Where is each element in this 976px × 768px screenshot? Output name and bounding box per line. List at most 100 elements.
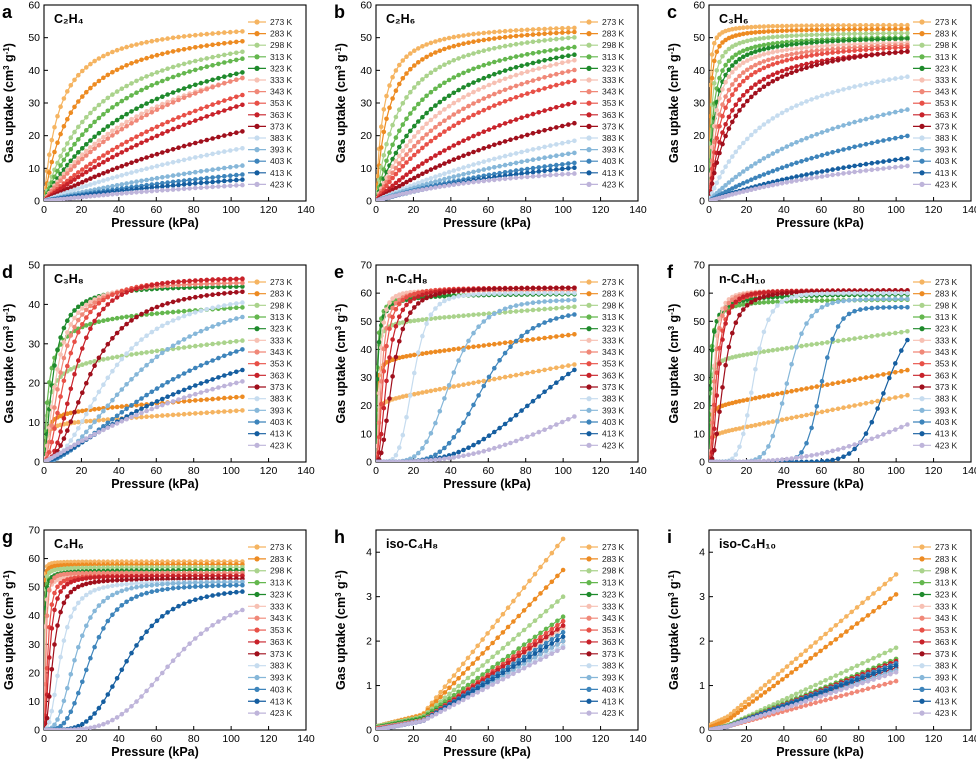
- data-point: [794, 388, 799, 393]
- data-point: [72, 129, 77, 135]
- panel-letter: g: [2, 527, 13, 547]
- data-point: [234, 94, 239, 100]
- data-point: [825, 39, 830, 44]
- legend-swatch-marker: [586, 42, 592, 48]
- data-point: [420, 97, 425, 102]
- data-point: [119, 150, 125, 155]
- data-point: [139, 178, 144, 184]
- data-point: [92, 134, 97, 140]
- data-point: [437, 163, 443, 168]
- data-point: [404, 295, 409, 300]
- data-point: [841, 445, 846, 451]
- data-point: [165, 400, 170, 406]
- data-point: [737, 172, 742, 177]
- data-point: [548, 335, 553, 340]
- data-point: [119, 86, 125, 91]
- data-point: [84, 115, 89, 120]
- data-point: [492, 165, 497, 170]
- data-point: [471, 402, 476, 408]
- data-point: [753, 90, 758, 96]
- data-point: [779, 43, 785, 49]
- data-point: [170, 126, 176, 132]
- data-point: [825, 382, 830, 388]
- data-point: [222, 133, 227, 138]
- data-point: [72, 442, 77, 448]
- data-point: [416, 301, 421, 306]
- data-point: [784, 47, 790, 53]
- data-point: [181, 122, 187, 128]
- data-point: [393, 135, 399, 140]
- data-point: [471, 380, 476, 386]
- data-point: [451, 100, 457, 106]
- data-point: [72, 104, 77, 110]
- data-point: [412, 459, 417, 462]
- data-point: [835, 88, 841, 94]
- data-point: [165, 301, 170, 306]
- data-point: [390, 156, 395, 162]
- data-point: [420, 390, 425, 395]
- data-point: [476, 110, 481, 115]
- data-point: [160, 180, 165, 186]
- data-point: [770, 62, 776, 67]
- legend-label: 343 K: [935, 87, 958, 97]
- data-point: [376, 339, 382, 345]
- data-point: [899, 108, 904, 114]
- data-point: [757, 346, 762, 351]
- data-point: [749, 187, 754, 192]
- data-point: [442, 129, 447, 134]
- legend-label: 373 K: [270, 382, 293, 392]
- data-point: [433, 165, 438, 170]
- data-point: [858, 376, 863, 381]
- data-point: [825, 458, 830, 462]
- x-tick-label: 100: [222, 733, 240, 745]
- data-point: [170, 187, 176, 192]
- data-point: [723, 80, 728, 85]
- data-point: [717, 175, 722, 180]
- data-point: [210, 151, 215, 157]
- data-point: [789, 42, 794, 47]
- data-point: [757, 48, 762, 53]
- data-point: [92, 146, 97, 151]
- data-point: [72, 409, 77, 415]
- data-point: [234, 290, 239, 295]
- data-point: [476, 168, 481, 173]
- data-point: [536, 173, 542, 179]
- data-point: [47, 380, 52, 385]
- data-point: [566, 371, 571, 377]
- data-point: [841, 337, 846, 343]
- data-point: [730, 63, 735, 68]
- data-point: [181, 395, 187, 401]
- data-point: [841, 123, 846, 128]
- data-point: [96, 414, 102, 419]
- data-point: [149, 106, 155, 112]
- data-point: [456, 109, 461, 114]
- legend-swatch-marker: [254, 42, 260, 48]
- data-point: [733, 149, 739, 155]
- data-point: [451, 75, 457, 80]
- data-point: [519, 167, 524, 173]
- data-point: [497, 341, 502, 346]
- data-point: [548, 31, 553, 36]
- legend-label: 343 K: [602, 347, 625, 357]
- data-point: [456, 87, 461, 93]
- data-point: [76, 317, 81, 323]
- data-point: [714, 431, 720, 437]
- data-point: [92, 407, 97, 412]
- data-point: [572, 25, 577, 31]
- data-point: [726, 187, 732, 193]
- data-point: [741, 70, 746, 75]
- data-point: [61, 325, 67, 331]
- data-point: [887, 137, 892, 142]
- data-point: [730, 330, 735, 336]
- data-point: [139, 111, 144, 117]
- data-point: [437, 291, 443, 296]
- data-point: [476, 450, 481, 455]
- legend-label: 393 K: [602, 145, 625, 155]
- data-point: [154, 413, 160, 419]
- data-point: [420, 161, 425, 166]
- data-point: [234, 164, 239, 169]
- x-axis-label: Pressure (kPa): [443, 216, 531, 230]
- data-point: [446, 183, 452, 188]
- data-point: [149, 311, 155, 317]
- data-point: [397, 178, 402, 183]
